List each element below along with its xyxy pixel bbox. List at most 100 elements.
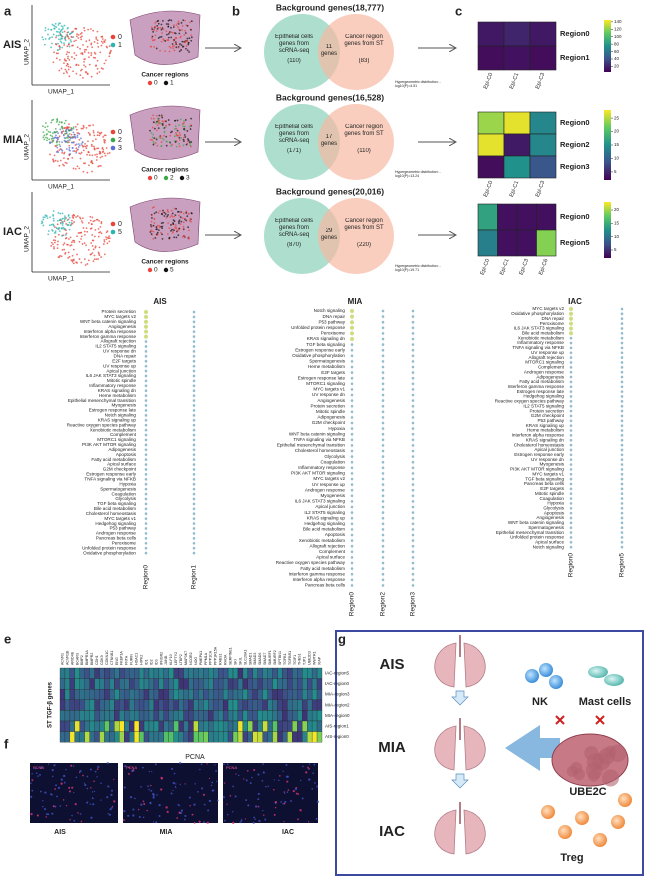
- heatmap-col-label: Epi-C0: [483, 180, 494, 198]
- dot: [620, 380, 624, 384]
- heatmap-e-cell: [143, 720, 150, 732]
- tissue-spot: [152, 141, 155, 143]
- heatmap-cell: [516, 203, 537, 231]
- dot: [620, 516, 624, 520]
- umap-point: [72, 150, 75, 152]
- umap-point: [60, 227, 63, 230]
- venn-left: [264, 104, 340, 180]
- dot: [411, 320, 415, 324]
- tissue-spot: [159, 49, 161, 52]
- heatmap-e-cell: [163, 689, 169, 700]
- heatmap-e-cell: [277, 667, 283, 679]
- tissue-spot: [177, 20, 180, 23]
- tissue-spot: [161, 233, 163, 236]
- if-nucleus: [253, 816, 255, 819]
- dot: [350, 365, 354, 369]
- umap-point: [95, 159, 98, 161]
- tissue-spot: [151, 206, 154, 209]
- dot: [381, 432, 385, 436]
- if-nucleus: [294, 787, 298, 791]
- dot: [192, 537, 196, 540]
- heatmap-e-cell: [178, 689, 184, 700]
- heatmap-e-cell: [277, 731, 283, 743]
- tissue-spot: [186, 24, 189, 27]
- heatmap-e-cell: [143, 667, 150, 679]
- dot: [350, 539, 354, 542]
- dot: [411, 483, 415, 486]
- dot: [192, 532, 196, 535]
- if-nucleus: [252, 821, 255, 824]
- tissue-spot: [165, 124, 168, 127]
- heatmap-e-cell: [84, 689, 90, 700]
- dot: [144, 334, 148, 339]
- heatmap-e-cell: [316, 667, 323, 679]
- heatmap-e-cell: [64, 731, 71, 743]
- umap-point: [75, 261, 78, 264]
- umap-point: [51, 36, 54, 39]
- umap-point: [68, 37, 70, 40]
- umap-point: [90, 42, 93, 45]
- umap-point: [92, 131, 95, 134]
- umap-point: [66, 45, 69, 48]
- if-nucleus: [278, 779, 280, 782]
- umap-point: [96, 134, 99, 137]
- heatmap-e-cell: [114, 678, 120, 690]
- umap-point: [75, 39, 77, 42]
- stain-label: PCNA: [33, 765, 44, 770]
- dot: [620, 492, 624, 495]
- umap-point: [98, 252, 100, 255]
- tissue-spot: [149, 129, 151, 132]
- umap-points: [42, 118, 111, 174]
- umap-point: [63, 44, 66, 46]
- tissue-spot: [161, 115, 163, 118]
- dot: [620, 361, 624, 364]
- dot: [144, 418, 148, 422]
- tissue-spot: [185, 211, 188, 214]
- heatmap-e-cell: [267, 731, 273, 743]
- if-nucleus: [127, 814, 130, 817]
- gene-label: BMP2: [80, 655, 84, 665]
- umap-point: [56, 146, 59, 149]
- venn-text: (171): [286, 148, 301, 154]
- umap-point: [66, 27, 69, 30]
- dot: [192, 482, 196, 486]
- umap-point: [68, 123, 70, 126]
- gene-label: ACVR1B: [65, 650, 69, 665]
- umap-point: [61, 217, 64, 220]
- tissue-spot: [174, 119, 177, 122]
- tissue-spot: [178, 139, 181, 141]
- if-nucleus: [39, 773, 42, 776]
- dot: [381, 360, 385, 363]
- tissue-spot: [161, 124, 164, 126]
- dot: [350, 320, 354, 325]
- pathway-label: Coagulation: [539, 496, 564, 501]
- dot: [144, 453, 148, 456]
- dot: [411, 466, 415, 470]
- heatmap-e-cell: [163, 731, 169, 743]
- umap-point: [101, 147, 104, 149]
- venn-label: Epithelial cells genes from scRNA-seq: [275, 34, 313, 54]
- umap-point: [64, 59, 66, 62]
- heatmap-e-cell: [64, 689, 71, 700]
- heatmap-e-cell: [316, 689, 323, 700]
- heatmap-e-cell: [148, 699, 155, 711]
- dot: [381, 550, 385, 554]
- heatmap-e-cell: [311, 720, 318, 732]
- stage-label: MIA: [378, 739, 406, 756]
- heatmap-e-cell: [193, 689, 199, 700]
- heatmap-e-ylabel: ST TGF-β genes: [48, 681, 54, 728]
- region-legend: 3: [186, 175, 190, 182]
- heatmap-e-cell: [94, 678, 100, 690]
- if-nucleus: [83, 782, 86, 784]
- heatmap-e-cell: [183, 699, 189, 711]
- heatmap-e-cell: [94, 699, 100, 711]
- umap-point: [85, 48, 88, 51]
- umap-point: [67, 68, 70, 71]
- gene-label: LTBP2: [179, 654, 183, 665]
- dot: [144, 512, 148, 516]
- if-nucleus: [283, 821, 285, 823]
- if-nucleus: [245, 799, 248, 802]
- tissue-spot: [166, 215, 169, 218]
- tissue-spot: [160, 122, 162, 125]
- umap-point: [83, 230, 86, 233]
